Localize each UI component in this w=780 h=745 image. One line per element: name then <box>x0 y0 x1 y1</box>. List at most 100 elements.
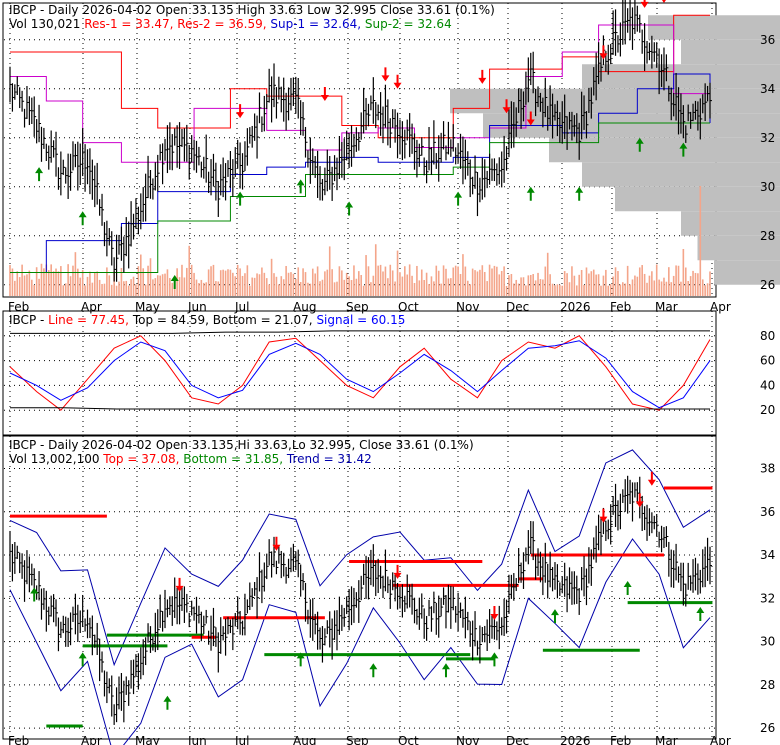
y-tick-label: 34 <box>760 548 775 562</box>
volume-bar <box>629 284 631 296</box>
buy-arrow-icon <box>296 179 305 194</box>
volume-bar <box>520 277 522 296</box>
x-tick-label: Sep <box>346 734 369 745</box>
price-title-sup2: Sup-2 = 32.64 <box>365 17 452 31</box>
buy-arrow-icon <box>163 695 172 710</box>
x-tick-label: Aug <box>293 734 316 745</box>
volume-bar <box>219 270 222 296</box>
sup2-line <box>10 122 710 273</box>
volume-bar <box>568 282 571 296</box>
volume-bar <box>86 276 89 296</box>
volume-bar <box>106 267 108 296</box>
volume-bar <box>527 275 530 296</box>
volume-bar <box>186 267 188 296</box>
x-tick-label: Aug <box>293 300 316 314</box>
sell-arrow-icon <box>393 74 402 89</box>
volume-bar <box>285 265 287 296</box>
volume-bar <box>16 271 19 296</box>
volume-bar <box>123 281 125 296</box>
volume-bar <box>297 267 300 296</box>
volume-bar <box>653 280 656 296</box>
volume-bar <box>665 281 668 296</box>
volume-bar <box>302 268 304 296</box>
volume-bar <box>561 285 564 296</box>
x-tick-label: Sep <box>346 300 369 314</box>
x-tick-label: Mar <box>655 300 678 314</box>
volume-bar <box>181 264 183 296</box>
volume-bar <box>207 269 210 296</box>
volume-bar <box>551 283 554 296</box>
stoch-title-bottom: Bottom = 21.07, <box>213 313 317 327</box>
volume-bar <box>609 284 612 296</box>
volume-bar <box>450 278 452 296</box>
volume-bar <box>367 266 370 296</box>
volume-bar <box>152 279 154 296</box>
volume-bar <box>634 275 636 296</box>
volume-bar <box>433 281 435 296</box>
sell-arrow-icon <box>661 0 666 3</box>
volume-bar <box>142 268 145 296</box>
stoch-series-signal <box>9 340 711 409</box>
volume-bar <box>30 279 33 296</box>
volume-bar <box>215 281 217 296</box>
volume-bar <box>72 265 74 296</box>
volume-bar <box>571 266 573 296</box>
volume-bar <box>67 264 69 296</box>
volume-bar <box>28 270 31 296</box>
volume-bar <box>217 281 220 296</box>
volume-bar <box>244 273 246 296</box>
volume-bar <box>139 254 142 296</box>
volume-bar <box>98 279 101 296</box>
volume-bar <box>399 272 401 296</box>
sell-arrow-icon <box>502 99 511 114</box>
x-tick-label: Apr <box>81 300 102 314</box>
volume-bar <box>585 267 588 296</box>
lower-title-vol: Vol 13,002,100 <box>9 452 103 466</box>
volume-bar <box>103 283 106 296</box>
volume-bar <box>420 269 423 296</box>
stoch-series-line <box>9 335 711 411</box>
volume-bar <box>248 285 251 296</box>
volume-bar <box>684 267 687 296</box>
volume-bar <box>517 283 520 296</box>
volume-bar <box>125 280 128 296</box>
buy-arrow-icon <box>575 186 584 201</box>
price-title-line2: Vol 130,021 Res-1 = 33.47, Res-2 = 36.59… <box>9 17 452 31</box>
buy-arrow-icon <box>78 211 87 226</box>
volume-bar <box>602 275 605 296</box>
x-tick-label: Feb <box>8 734 29 745</box>
volume-bar <box>619 284 622 296</box>
sell-arrow-icon <box>647 471 656 486</box>
volume-bar <box>241 275 244 296</box>
volume-bar <box>246 265 249 296</box>
volume-profile-bar <box>615 186 780 212</box>
volume-bar <box>488 264 491 296</box>
volume-bar <box>261 267 263 296</box>
volume-bar <box>486 281 488 296</box>
volume-bar <box>331 269 333 296</box>
volume-bar <box>493 265 496 296</box>
volume-bar <box>636 276 639 296</box>
volume-bar <box>459 274 462 296</box>
sell-arrow-icon <box>599 508 608 523</box>
buy-arrow-icon <box>441 663 450 678</box>
sup1-line <box>10 73 711 273</box>
volume-bar <box>481 265 484 296</box>
volume-profile-bar <box>697 235 780 261</box>
volume-bar <box>396 250 399 296</box>
price-title-vol: Vol 130,021 <box>9 17 84 31</box>
upper-band <box>9 449 711 667</box>
volume-bar <box>534 280 537 296</box>
sell-arrow-icon <box>272 536 281 551</box>
volume-bar <box>21 264 23 296</box>
lower-title-line2: Vol 13,002,100 Top = 37.08, Bottom = 31.… <box>9 452 372 466</box>
volume-bar <box>423 280 425 296</box>
x-tick-label: May <box>135 300 160 314</box>
sell-arrow-icon <box>393 564 402 579</box>
volume-bar <box>115 285 118 296</box>
x-tick-label: Apr <box>710 300 731 314</box>
buy-arrow-icon <box>696 606 705 621</box>
price-title-sup1: Sup-1 = 32.64, <box>270 17 364 31</box>
volume-bar <box>353 265 355 296</box>
x-tick-label: Jun <box>187 734 207 745</box>
